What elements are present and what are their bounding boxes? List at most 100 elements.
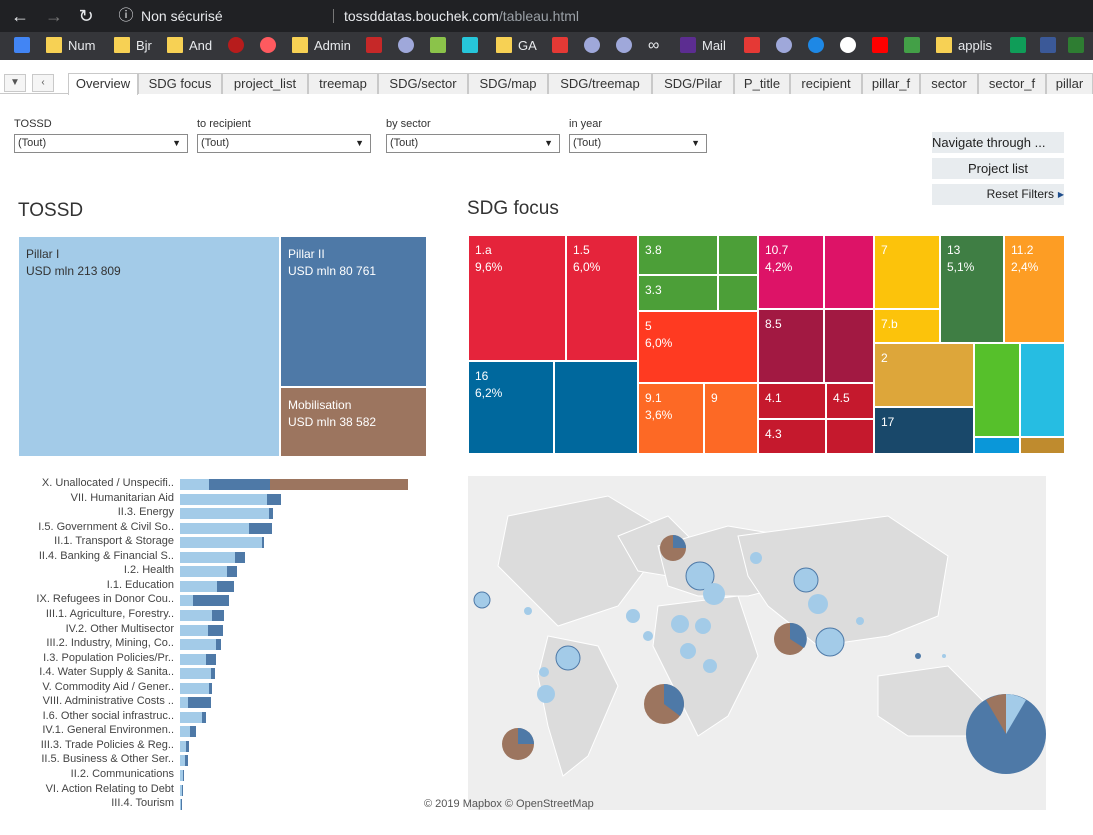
bookmark-admin[interactable]: Admin: [292, 36, 351, 56]
map-bubble[interactable]: [703, 583, 725, 605]
sdg-cell-17[interactable]: 17: [874, 407, 974, 454]
filter-year-select[interactable]: (Tout) ▼: [569, 134, 707, 153]
map-bubble[interactable]: [680, 643, 696, 659]
address-bar[interactable]: ⓘ Non sécurisé tossddatas.bouchek.com/ta…: [108, 3, 1093, 29]
sector-bar-segment[interactable]: [180, 595, 193, 607]
sdg-cell-15[interactable]: [974, 343, 1020, 437]
bookmark-globe2-icon[interactable]: [584, 36, 606, 56]
bookmark-a-icon[interactable]: [1068, 36, 1090, 56]
sector-bar-segment[interactable]: [180, 682, 209, 694]
map-bubble[interactable]: [555, 645, 581, 671]
map-bubble[interactable]: [685, 561, 715, 591]
forward-arrow-icon[interactable]: →: [45, 6, 63, 26]
sector-bar-segment[interactable]: [208, 624, 223, 636]
tab-treemap[interactable]: treemap: [308, 73, 378, 94]
tab-p-title[interactable]: P_title: [734, 73, 790, 94]
sdg-cell-8-x[interactable]: [824, 309, 874, 383]
sdg-cell-1-5[interactable]: 1.5 6,0%: [566, 235, 638, 361]
sector-bar-segment[interactable]: [180, 770, 183, 781]
sector-bar-segment[interactable]: [269, 508, 273, 520]
sdg-cell-3-8[interactable]: 3.8: [638, 235, 718, 275]
sdg-cell-7[interactable]: 7: [874, 235, 940, 309]
sector-bar-segment[interactable]: [227, 566, 237, 578]
sdg-cell-14[interactable]: [974, 437, 1020, 454]
tab-sdg-focus[interactable]: SDG focus: [138, 73, 222, 94]
bookmark-ga[interactable]: GA: [496, 36, 537, 56]
sector-bar-segment[interactable]: [188, 697, 211, 709]
sector-bar-segment[interactable]: [180, 508, 269, 520]
map-bubble[interactable]: [537, 685, 555, 703]
sector-bar-segment[interactable]: [180, 668, 211, 680]
sdg-cell-1a[interactable]: 1.a 9,6%: [468, 235, 566, 361]
sector-bar-segment[interactable]: [217, 580, 234, 592]
bookmark-num[interactable]: Num: [46, 36, 95, 56]
map-bubble[interactable]: [750, 552, 762, 564]
reload-icon[interactable]: ↻: [78, 6, 94, 26]
sector-bar-segment[interactable]: [186, 740, 189, 752]
bookmark-facebook-icon[interactable]: [1040, 36, 1062, 56]
sdg-cell-3-y[interactable]: [718, 275, 758, 311]
tab-pillar[interactable]: pillar: [1046, 73, 1093, 94]
sdg-cell-5[interactable]: 5 6,0%: [638, 311, 758, 383]
sector-bar-segment[interactable]: [190, 726, 196, 738]
map-bubble[interactable]: [808, 594, 828, 614]
map-bubble[interactable]: [815, 627, 845, 657]
bookmark-google-icon[interactable]: [14, 36, 36, 56]
sector-bar-segment[interactable]: [180, 551, 235, 563]
sector-bar-segment[interactable]: [235, 551, 245, 563]
sdg-cell-16-x[interactable]: [554, 361, 638, 454]
sdg-cell-10-x[interactable]: [824, 235, 874, 309]
sdg-cell-3-x[interactable]: [718, 235, 758, 275]
sdg-cell-2[interactable]: 2: [874, 343, 974, 407]
sdg-cell-4-5[interactable]: 4.5: [826, 383, 874, 419]
bookmark-red-icon[interactable]: [228, 36, 250, 56]
map-bubble[interactable]: [915, 653, 921, 659]
sector-bar-segment[interactable]: [206, 653, 216, 665]
sector-bar-segment[interactable]: [180, 493, 267, 505]
tabs-prev-chevron-icon[interactable]: ‹: [32, 74, 54, 92]
sdg-cell-9-1[interactable]: 9.1 3,6%: [638, 383, 704, 454]
sector-bar-segment[interactable]: [180, 624, 208, 636]
sdg-cell-8-5[interactable]: 8.5: [758, 309, 824, 383]
map-bubble[interactable]: [626, 609, 640, 623]
bookmark-globe4-icon[interactable]: [776, 36, 798, 56]
tabs-menu-caret-icon[interactable]: ▼: [4, 74, 26, 92]
bookmark-globe5-icon[interactable]: [808, 36, 830, 56]
sector-bar-segment[interactable]: [183, 770, 184, 781]
map-bubble[interactable]: [671, 615, 689, 633]
sdg-cell-16[interactable]: 16 6,2%: [468, 361, 554, 454]
sdg-cell-12[interactable]: [1020, 437, 1065, 454]
tab-overview[interactable]: Overview: [68, 73, 138, 95]
sector-bar-segment[interactable]: [180, 799, 181, 811]
sector-bar-segment[interactable]: [185, 755, 188, 767]
navigate-through-button[interactable]: Navigate through ...: [932, 132, 1064, 153]
sector-bar-segment[interactable]: [180, 522, 249, 534]
map-bubble[interactable]: [539, 667, 549, 677]
sdg-cell-3-3[interactable]: 3.3: [638, 275, 718, 311]
sector-bar-segment[interactable]: [211, 668, 215, 680]
sector-bar-segment[interactable]: [180, 479, 209, 490]
map-bubble[interactable]: [793, 567, 819, 593]
sector-bar-segment[interactable]: [182, 784, 183, 796]
sector-bar-segment[interactable]: [209, 682, 212, 694]
map-bubble[interactable]: [643, 631, 653, 641]
sector-bar-segment[interactable]: [180, 784, 182, 796]
tab-sdg-treemap[interactable]: SDG/treemap: [548, 73, 652, 94]
sector-bar-segment[interactable]: [180, 726, 190, 738]
tab-sdg-sector[interactable]: SDG/sector: [378, 73, 468, 94]
tab-sdg-map[interactable]: SDG/map: [468, 73, 548, 94]
bookmark-sheets-icon[interactable]: [1010, 36, 1032, 56]
bookmark-airbnb-icon[interactable]: [260, 36, 282, 56]
map-bubble[interactable]: [524, 607, 532, 615]
bookmark-and[interactable]: And: [167, 36, 212, 56]
bookmark-mail[interactable]: Mail: [680, 36, 726, 56]
bookmark-applis[interactable]: applis: [936, 36, 992, 56]
sector-bar-segment[interactable]: [180, 639, 216, 651]
sdg-cell-4-1[interactable]: 4.1: [758, 383, 826, 419]
sector-bar-segment[interactable]: [180, 711, 202, 723]
filter-tossd-select[interactable]: (Tout) ▼: [14, 134, 188, 153]
sector-bar-segment[interactable]: [193, 595, 229, 607]
tab-recipient[interactable]: recipient: [790, 73, 862, 94]
sector-bar-segment[interactable]: [249, 522, 272, 534]
sector-bar-segment[interactable]: [216, 639, 221, 651]
